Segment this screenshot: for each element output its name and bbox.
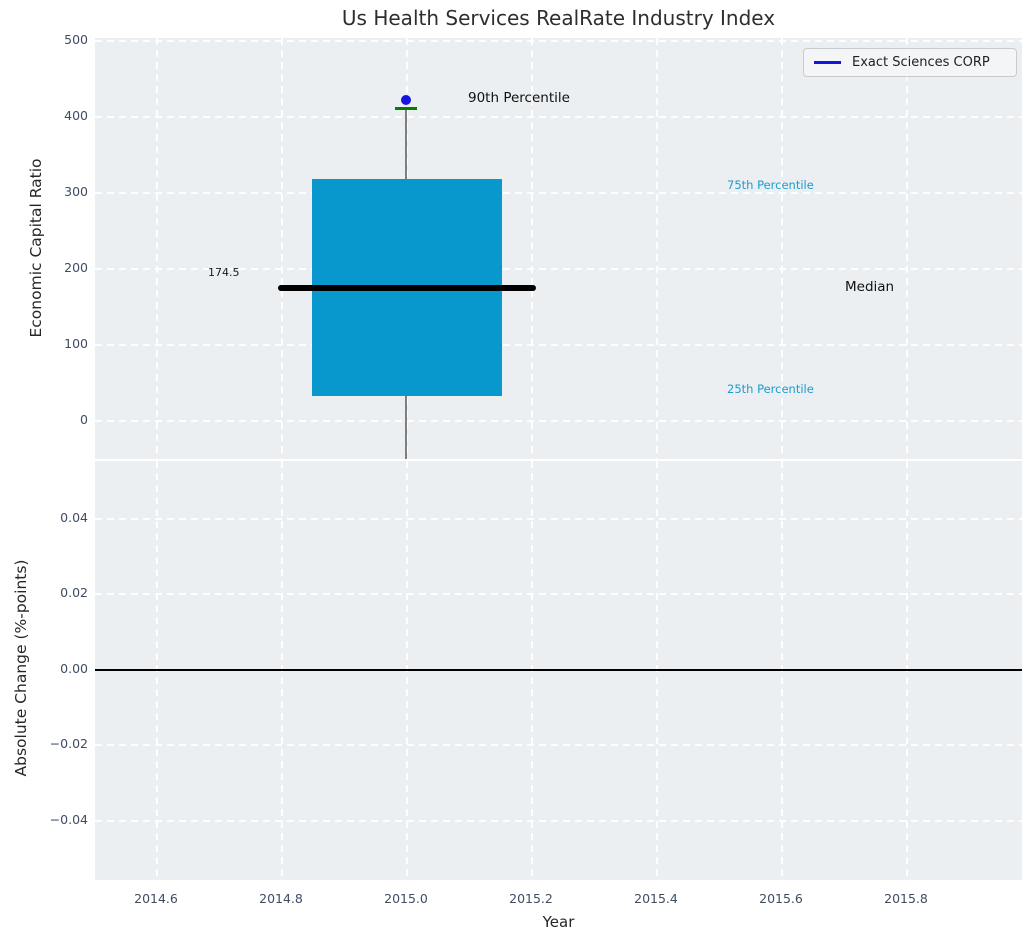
gridline-vertical: [531, 38, 533, 459]
x-tick-label: 2015.0: [384, 891, 428, 906]
y-tick-label: 400: [64, 108, 88, 123]
chart-title: Us Health Services RealRate Industry Ind…: [341, 6, 776, 30]
top-axes-panel: 90th Percentile 75th Percentile Median 2…: [95, 38, 1022, 459]
legend-box: Exact Sciences CORP: [803, 48, 1017, 77]
gridline-horizontal: [95, 40, 1022, 42]
y-tick-label: 200: [64, 260, 88, 275]
gridline-horizontal: [95, 593, 1022, 595]
gridline-horizontal: [95, 116, 1022, 118]
gridline-horizontal: [95, 820, 1022, 822]
gridline-horizontal: [95, 344, 1022, 346]
gridline-vertical: [781, 38, 783, 459]
x-tick-label: 2014.6: [134, 891, 178, 906]
top-y-axis-label: Economic Capital Ratio: [27, 158, 45, 338]
gridline-vertical: [906, 38, 908, 459]
x-axis-label: Year: [542, 913, 575, 931]
gridline-vertical: [281, 38, 283, 459]
annotation-median: Median: [845, 279, 895, 295]
annotation-median-value: 174.5: [208, 266, 240, 279]
bottom-axes-panel: [95, 461, 1022, 880]
bottom-y-axis-label: Absolute Change (%-points): [12, 559, 30, 777]
y-tick-label: 0.00: [60, 661, 88, 676]
gridline-vertical: [656, 38, 658, 459]
zero-reference-line: [95, 669, 1022, 671]
annotation-90th-percentile: 90th Percentile: [468, 90, 570, 106]
x-tick-label: 2015.6: [759, 891, 803, 906]
x-tick-label: 2014.8: [259, 891, 303, 906]
y-tick-label: 0.04: [60, 510, 88, 525]
legend-line-swatch: [814, 61, 841, 64]
y-tick-label: −0.02: [49, 736, 88, 751]
gridline-horizontal: [95, 744, 1022, 746]
legend-label: Exact Sciences CORP: [852, 55, 990, 70]
company-data-point: [401, 95, 411, 105]
boxplot-90th-percentile-cap: [395, 107, 417, 110]
x-tick-label: 2015.4: [634, 891, 678, 906]
boxplot-median-line: [278, 285, 536, 291]
annotation-75th-percentile: 75th Percentile: [727, 178, 814, 192]
x-tick-label: 2015.8: [884, 891, 928, 906]
x-tick-label: 2015.2: [509, 891, 553, 906]
gridline-horizontal: [95, 268, 1022, 270]
y-tick-label: 0: [80, 412, 88, 427]
y-tick-label: 0.02: [60, 585, 88, 600]
y-tick-label: 500: [64, 32, 88, 47]
annotation-25th-percentile: 25th Percentile: [727, 382, 814, 396]
gridline-vertical: [156, 38, 158, 459]
gridline-horizontal: [95, 192, 1022, 194]
gridline-horizontal: [95, 420, 1022, 422]
y-tick-label: 100: [64, 336, 88, 351]
y-tick-label: −0.04: [49, 812, 88, 827]
y-tick-label: 300: [64, 184, 88, 199]
gridline-horizontal: [95, 518, 1022, 520]
